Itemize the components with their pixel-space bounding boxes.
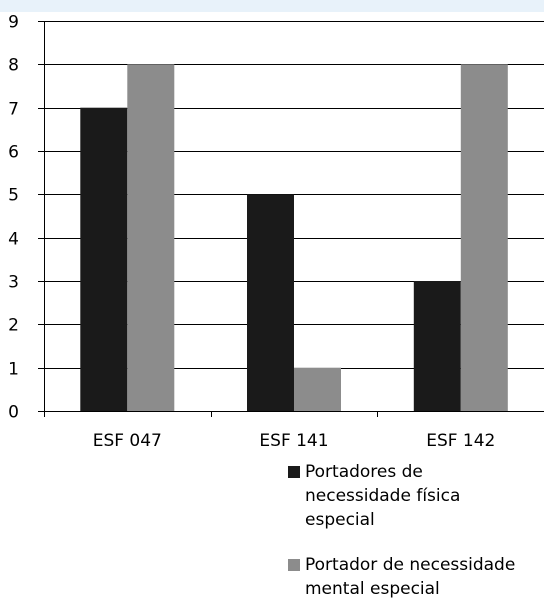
- y-tick-label: 3: [8, 273, 19, 293]
- y-tick-label: 6: [8, 143, 19, 163]
- bar-mental-2: [460, 64, 508, 412]
- bar-mental-1: [294, 367, 341, 411]
- x-category-label: ESF 047: [93, 431, 162, 451]
- legend-label-mental: Portador de necessidade mental especial: [305, 555, 516, 599]
- y-tick-label: 8: [8, 56, 19, 76]
- axes: [38, 21, 544, 417]
- legend-label-physical: Portadores de necessidade física especia…: [305, 462, 461, 530]
- axis-labels: 0 1 2 3 4 5 6 7 8 9 ESF 047 ESF 141 ESF 142: [8, 13, 495, 452]
- y-tick-label: 2: [8, 316, 19, 336]
- legend-swatch-physical: [288, 466, 300, 478]
- bar-physical-0: [80, 107, 128, 411]
- legend-swatch-mental: [288, 559, 300, 571]
- y-tick-label: 9: [8, 13, 19, 33]
- bars: [80, 64, 508, 412]
- x-category-label: ESF 141: [259, 431, 328, 451]
- bar-physical-1: [247, 194, 294, 411]
- x-category-label: ESF 142: [426, 431, 495, 451]
- y-tick-label: 7: [8, 100, 19, 120]
- y-tick-label: 4: [8, 230, 19, 250]
- legend-entry-physical: Portadores de necessidade física especia…: [288, 460, 544, 532]
- bar-physical-2: [413, 281, 461, 411]
- top-strip: [0, 0, 544, 12]
- y-tick-label: 0: [8, 403, 19, 423]
- y-tick-label: 1: [8, 360, 19, 380]
- bar-mental-0: [127, 64, 175, 412]
- y-tick-label: 5: [8, 186, 19, 206]
- legend-entry-mental: Portador de necessidade mental especial: [288, 553, 544, 601]
